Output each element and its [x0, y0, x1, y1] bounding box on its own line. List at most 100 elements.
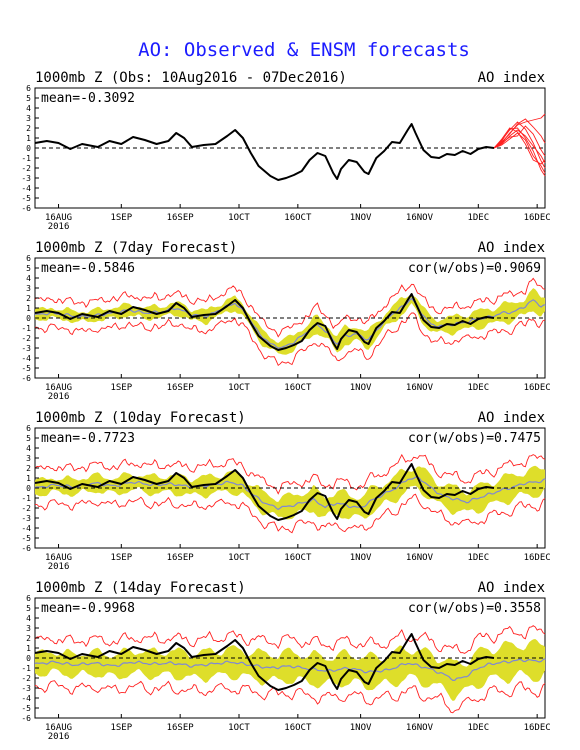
ensemble-lower-bound — [34, 680, 546, 714]
correlation-stat: cor(w/obs)=0.3558 — [408, 601, 541, 616]
y-tick-label: 3 — [26, 284, 31, 293]
y-tick-label: -6 — [21, 714, 31, 723]
ensemble-lower-bound — [34, 312, 546, 367]
y-tick-label: 5 — [26, 94, 31, 103]
mean-stat: mean=-0.5846 — [41, 261, 135, 276]
y-tick-label: 0 — [26, 144, 31, 153]
y-tick-label: 4 — [26, 444, 31, 453]
ensemble-mean-line — [34, 658, 546, 682]
forecast-member-line — [493, 127, 546, 165]
y-tick-label: 0 — [26, 484, 31, 493]
observed-ao-line — [34, 463, 495, 521]
x-tick-label: 16OCT — [284, 723, 312, 733]
forecast-member-line — [493, 132, 546, 174]
x-tick-label: 1NOV — [350, 723, 372, 733]
x-tick-label: 16NOV — [406, 213, 434, 223]
y-tick-label: -5 — [21, 534, 31, 543]
y-tick-label: -2 — [21, 674, 31, 683]
y-tick-label: -3 — [21, 174, 31, 183]
y-tick-label: 2 — [26, 464, 31, 473]
y-tick-label: -1 — [21, 664, 31, 673]
observed-ao-line — [34, 123, 495, 181]
x-tick-label: 1SEP — [110, 213, 132, 223]
y-tick-label: -2 — [21, 504, 31, 513]
figure-title: AO: Observed & ENSM forecasts — [138, 39, 470, 61]
x-tick-label: 16OCT — [284, 213, 312, 223]
x-tick-label: 16AUG — [45, 383, 72, 393]
forecast-member-line — [493, 113, 546, 149]
x-tick-label: 16AUG — [45, 213, 72, 223]
y-tick-label: 3 — [26, 624, 31, 633]
x-tick-label: 1NOV — [350, 383, 372, 393]
x-tick-label: 16SEP — [167, 553, 195, 563]
panel-label: 1000mb Z (14day Forecast) — [35, 580, 246, 596]
panel-1: 1000mb Z (Obs: 10Aug2016 - 07Dec2016) AO … — [21, 70, 550, 232]
x-tick-sublabel: 2016 — [48, 732, 70, 742]
ensemble-lower-bound — [34, 493, 546, 534]
y-tick-label: 2 — [26, 124, 31, 133]
y-tick-label: 1 — [26, 134, 31, 143]
x-tick-label: 16SEP — [167, 213, 195, 223]
y-tick-label: 4 — [26, 274, 31, 283]
x-tick-label: 16NOV — [406, 553, 434, 563]
y-tick-label: 6 — [26, 594, 31, 603]
y-tick-label: -6 — [21, 204, 31, 213]
y-tick-label: 6 — [26, 254, 31, 263]
y-tick-label: 2 — [26, 294, 31, 303]
y-tick-label: 1 — [26, 304, 31, 313]
y-tick-label: 0 — [26, 314, 31, 323]
observed-ao-line — [34, 293, 495, 351]
panel-label: 1000mb Z (10day Forecast) — [35, 410, 246, 426]
y-tick-label: -4 — [21, 354, 31, 363]
y-tick-label: -5 — [21, 704, 31, 713]
y-tick-label: 5 — [26, 434, 31, 443]
y-tick-label: 6 — [26, 424, 31, 433]
x-tick-label: 1OCT — [228, 723, 250, 733]
panel-index-label: AO index — [478, 240, 545, 256]
y-tick-label: 1 — [26, 474, 31, 483]
x-tick-label: 16AUG — [45, 723, 72, 733]
y-tick-label: 5 — [26, 264, 31, 273]
x-tick-label: 1OCT — [228, 383, 250, 393]
x-tick-sublabel: 2016 — [48, 562, 70, 572]
y-tick-label: -5 — [21, 364, 31, 373]
y-tick-label: 1 — [26, 644, 31, 653]
y-tick-label: 3 — [26, 454, 31, 463]
y-tick-label: 4 — [26, 104, 31, 113]
y-tick-label: -3 — [21, 684, 31, 693]
ensemble-upper-bound — [34, 277, 546, 338]
y-tick-label: -4 — [21, 184, 31, 193]
forecast-member-line — [493, 127, 546, 177]
x-tick-label: 1DEC — [467, 553, 489, 563]
x-tick-label: 1OCT — [228, 553, 250, 563]
panel-label: 1000mb Z (Obs: 10Aug2016 - 07Dec2016) — [35, 70, 347, 86]
ensemble-upper-bound — [34, 453, 546, 495]
y-tick-label: -1 — [21, 494, 31, 503]
y-tick-label: 4 — [26, 614, 31, 623]
mean-stat: mean=-0.7723 — [41, 431, 135, 446]
y-tick-label: -4 — [21, 694, 31, 703]
x-tick-label: 1NOV — [350, 553, 372, 563]
panel-4: 1000mb Z (14day Forecast) AO index 6543210… — [21, 580, 550, 742]
y-tick-label: -4 — [21, 524, 31, 533]
y-tick-label: -1 — [21, 154, 31, 163]
ensemble-upper-bound — [34, 625, 546, 654]
correlation-stat: cor(w/obs)=0.9069 — [408, 261, 541, 276]
y-tick-label: 5 — [26, 604, 31, 613]
x-tick-label: 16DEC — [524, 213, 551, 223]
mean-stat: mean=-0.3092 — [41, 91, 135, 106]
x-tick-label: 1OCT — [228, 213, 250, 223]
mean-stat: mean=-0.9968 — [41, 601, 135, 616]
observed-ao-line — [34, 633, 495, 691]
x-tick-label: 16AUG — [45, 553, 72, 563]
y-tick-label: 6 — [26, 84, 31, 93]
x-tick-label: 1DEC — [467, 723, 489, 733]
x-tick-label: 16SEP — [167, 383, 195, 393]
x-tick-label: 16NOV — [406, 383, 434, 393]
panel-label: 1000mb Z (7day Forecast) — [35, 240, 237, 256]
y-tick-label: -5 — [21, 194, 31, 203]
forecast-member-line — [493, 118, 546, 149]
ensemble-mean-line — [34, 476, 546, 511]
